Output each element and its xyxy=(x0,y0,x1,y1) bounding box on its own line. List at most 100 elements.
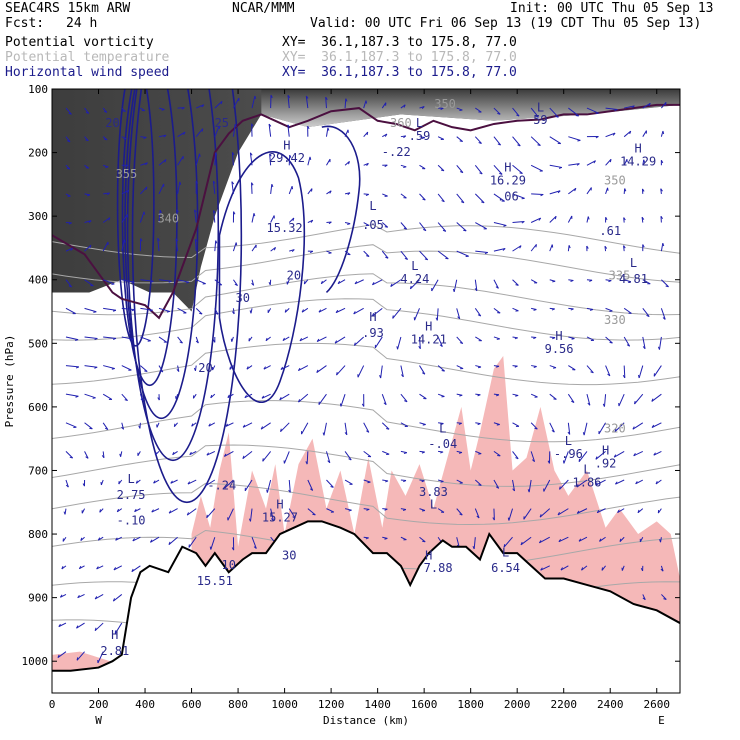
wind-arrow xyxy=(60,594,67,598)
wind-arrow xyxy=(196,104,205,109)
theta-contour xyxy=(52,400,680,443)
wind-arrow-head xyxy=(105,166,109,168)
wind-arrow xyxy=(121,239,125,252)
wind-arrow-head xyxy=(481,201,485,204)
wind-arrow-head xyxy=(390,283,393,287)
wind-arrow-head xyxy=(310,219,314,223)
wind-arrow xyxy=(213,210,216,223)
wind-arrow xyxy=(84,393,96,399)
wind-arrow xyxy=(530,422,538,430)
wind-label: .05 xyxy=(362,218,384,232)
wind-arrow-head xyxy=(322,432,325,436)
wind-arrow-head xyxy=(85,456,89,459)
wind-label: -.10 xyxy=(117,514,146,528)
wind-arrow xyxy=(102,241,109,252)
wind-arrow xyxy=(623,307,632,314)
wind-arrow-head xyxy=(316,369,319,373)
wind-arrow-head xyxy=(439,344,443,347)
wind-arrow xyxy=(84,336,98,339)
wind-arrow xyxy=(437,393,445,397)
wind-arrow-head xyxy=(153,480,156,484)
wind-arrow-head xyxy=(653,452,656,456)
wind-arrow xyxy=(195,307,203,315)
wind-label: L xyxy=(502,545,509,559)
wind-arrow-head xyxy=(460,201,465,204)
wind-arrow xyxy=(84,365,98,368)
wind-arrow-head xyxy=(130,338,134,341)
wind-arrow-head xyxy=(280,428,282,432)
wind-arrow xyxy=(214,279,223,286)
wind-arrow xyxy=(168,508,178,514)
wind-arrow xyxy=(287,95,290,109)
x-axis-label: Distance (km) xyxy=(323,714,409,727)
wind-arrow xyxy=(214,308,219,315)
wind-arrow-head xyxy=(578,538,582,542)
wind-arrow xyxy=(196,279,206,285)
wind-arrow xyxy=(418,336,421,349)
wind-arrow xyxy=(195,128,204,138)
wind-arrow xyxy=(140,307,153,311)
wind-arrow-head xyxy=(402,509,407,511)
wind-arrow-head xyxy=(154,452,157,456)
wind-label: 15.27 xyxy=(262,510,298,524)
wind-arrow xyxy=(613,450,625,458)
wind-arrow xyxy=(140,186,148,195)
wind-arrow-head xyxy=(344,432,348,436)
wind-arrow xyxy=(568,136,581,141)
wind-arrow xyxy=(512,479,516,492)
wind-arrow xyxy=(121,279,135,283)
wind-arrow-head xyxy=(194,209,197,213)
wind-arrow-head xyxy=(384,226,388,228)
wind-arrow-head xyxy=(309,488,313,491)
wind-arrow-head xyxy=(345,98,348,102)
wind-arrow xyxy=(131,565,141,573)
wind-arrow xyxy=(456,164,464,173)
wind-arrow-head xyxy=(535,115,539,118)
wind-arrow xyxy=(475,450,482,455)
wind-arrow-head xyxy=(404,400,408,403)
tropopause-pv-line xyxy=(52,103,680,320)
wind-arrow-head xyxy=(403,227,407,230)
wind-arrow-head xyxy=(279,396,282,401)
wind-arrow-head xyxy=(540,194,544,197)
wind-arrow-head xyxy=(497,112,501,115)
wind-arrow-head xyxy=(89,244,92,249)
wind-arrow xyxy=(344,129,349,137)
x-tick-label: 0 xyxy=(49,698,56,711)
wind-arrow-head xyxy=(403,166,407,168)
wind-arrow-head xyxy=(112,309,117,312)
wind-speed-contour xyxy=(126,89,220,462)
wind-arrow-head xyxy=(440,480,444,483)
wind-label: 6.54 xyxy=(491,561,520,575)
wind-arrow xyxy=(140,279,154,282)
wind-arrow-head xyxy=(242,455,245,459)
wind-arrow-head xyxy=(386,427,390,430)
wind-arrow-head xyxy=(612,132,616,136)
valid-label: Valid: 00 UTC Fri 06 Sep 13 (19 CDT Thu … xyxy=(310,16,702,31)
wind-arrow-head xyxy=(69,456,73,459)
wind-arrow xyxy=(493,222,507,226)
wind-arrow-head xyxy=(623,217,626,221)
wind-arrow-head xyxy=(642,244,645,248)
wind-arrow-head xyxy=(234,283,238,286)
wind-arrow xyxy=(474,479,482,486)
wind-arrow-head xyxy=(476,515,480,519)
wind-arrow xyxy=(158,307,170,312)
wind-arrow xyxy=(381,250,389,259)
wind-arrow-head xyxy=(421,106,425,110)
wind-arrow xyxy=(493,107,501,115)
wind-arrow-head xyxy=(570,308,574,311)
wind-arrow-head xyxy=(175,238,179,242)
wind-arrow xyxy=(251,182,253,194)
wind-arrow-head xyxy=(140,238,143,242)
wind-arrow-head xyxy=(61,566,64,570)
wind-arrow xyxy=(493,164,503,175)
wind-arrow-head xyxy=(638,374,640,379)
wind-label: L xyxy=(565,434,572,448)
wind-arrow xyxy=(419,193,426,201)
wind-arrow-head xyxy=(507,517,510,521)
wind-arrow-head xyxy=(459,140,463,142)
wind-arrow-head xyxy=(659,539,662,543)
wind-arrow-head xyxy=(176,368,180,372)
wind-label: 1.86 xyxy=(573,475,602,489)
